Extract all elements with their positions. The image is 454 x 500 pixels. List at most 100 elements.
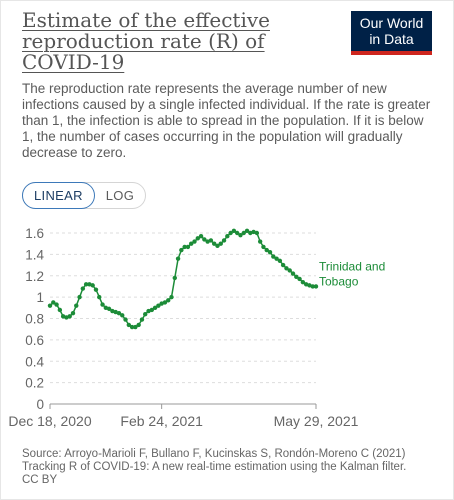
data-point[interactable] [238,232,243,238]
data-point[interactable] [280,262,286,268]
data-point[interactable] [297,276,302,282]
data-point[interactable] [261,244,266,250]
chart-footer: Source: Arroyo-Marioli F, Bullano F, Kuc… [22,448,434,487]
data-point[interactable] [143,312,148,317]
data-point[interactable] [294,274,299,280]
data-point[interactable] [172,275,177,281]
license-label: CC BY [22,474,58,486]
x-tick-label: Dec 18, 2020 [8,413,91,429]
data-point[interactable] [234,230,240,236]
data-point[interactable] [83,282,89,287]
data-point[interactable] [123,317,128,322]
line-chart: 0 0.2 0.4 0.6 0.8 1 1.2 1.4 1.6 Dec 18, 2020 Feb … [8,226,385,429]
x-axis: Dec 18, 2020 Feb 24, 2021 May 29, 2021 [8,403,359,429]
data-point[interactable] [90,283,95,288]
data-point[interactable] [208,238,214,243]
y-tick-label: 1.4 [25,247,44,262]
data-point[interactable] [244,228,250,234]
data-point[interactable] [241,230,246,236]
data-point[interactable] [202,237,207,242]
y-tick-label: 0 [36,397,44,412]
data-point[interactable] [257,239,263,244]
data-point[interactable] [231,228,237,234]
data-point[interactable] [185,244,191,250]
data-point[interactable] [136,322,141,328]
data-point[interactable] [47,303,53,308]
data-point[interactable] [120,313,125,318]
series-line[interactable] [49,230,316,328]
data-point[interactable] [192,239,197,244]
data-point[interactable] [271,254,276,259]
log-scale-button[interactable]: LOG [105,188,135,203]
chart-subtitle: The reproduction rate represents the ave… [22,81,431,160]
linear-scale-button[interactable]: LINEAR [22,182,95,209]
data-point[interactable] [80,286,86,291]
source-note: Source: Arroyo-Marioli F, Bullano F, Kuc… [22,448,407,473]
y-tick-label: 1 [36,290,44,305]
data-point[interactable] [54,302,59,307]
data-point[interactable] [310,284,315,289]
data-point[interactable] [166,298,171,303]
data-point[interactable] [198,234,204,239]
y-tick-label: 0.6 [25,333,44,348]
data-point[interactable] [195,236,200,241]
y-tick-label: 0.8 [25,312,44,327]
logo-line-2: in Data [369,31,414,47]
data-point[interactable] [152,305,158,311]
data-point[interactable] [277,258,283,263]
data-point[interactable] [189,241,194,246]
scale-toggle[interactable]: LINEAR LOG [22,182,147,209]
y-axis-ticks: 0 0.2 0.4 0.6 0.8 1 1.2 1.4 1.6 [25,226,44,412]
logo-accent-bar [351,51,432,55]
data-point[interactable] [211,241,217,246]
data-point[interactable] [51,300,56,305]
data-point[interactable] [169,294,174,300]
data-point[interactable] [218,241,223,246]
data-point[interactable] [264,247,269,253]
series-layer: Trinidad and Tobago [47,228,385,330]
data-point[interactable] [129,324,135,330]
data-point[interactable] [93,287,99,292]
data-point[interactable] [225,234,230,239]
data-point[interactable] [126,322,132,328]
y-tick-label: 0.4 [25,354,44,369]
owid-logo[interactable]: Our World in Data [351,11,432,55]
data-point[interactable] [267,250,273,255]
y-gridlines [50,232,316,384]
data-point[interactable] [133,324,138,330]
data-point[interactable] [97,294,102,300]
data-point[interactable] [162,300,168,305]
y-tick-label: 1.6 [25,226,44,241]
data-point[interactable] [300,279,306,285]
data-point[interactable] [274,256,279,261]
data-point[interactable] [100,302,105,307]
data-point[interactable] [179,247,184,253]
data-point[interactable] [77,294,82,300]
data-point[interactable] [221,238,227,243]
data-point[interactable] [182,244,187,250]
data-point[interactable] [67,314,72,319]
y-tick-label: 1.2 [25,269,44,284]
data-point[interactable] [287,268,292,273]
logo-line-1: Our World [359,15,424,31]
data-point[interactable] [57,307,63,313]
data-point[interactable] [254,230,260,236]
data-point[interactable] [74,303,79,308]
data-point[interactable] [290,271,296,276]
data-point[interactable] [116,310,122,316]
data-point[interactable] [70,310,76,316]
series-label: Trinidad and Tobago [319,259,385,288]
data-point[interactable] [106,306,112,312]
data-point[interactable] [284,266,289,271]
data-point[interactable] [156,303,161,308]
data-point[interactable] [175,256,181,261]
data-point[interactable] [149,307,155,313]
chart-title: Estimate of the effective reproduction r… [22,8,270,74]
data-point[interactable] [228,230,233,236]
y-tick-label: 0.2 [25,376,44,391]
data-point[interactable] [313,284,319,289]
x-tick-label: Feb 24, 2021 [120,413,203,429]
data-point[interactable] [139,317,145,322]
x-tick-label: May 29, 2021 [274,413,359,429]
data-point[interactable] [215,243,220,249]
